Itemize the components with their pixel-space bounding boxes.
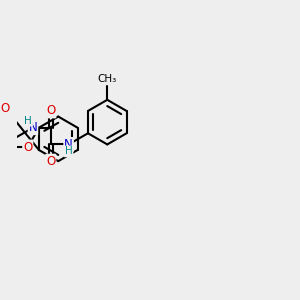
Text: H: H: [65, 146, 73, 156]
Text: O: O: [1, 102, 10, 115]
Text: O: O: [46, 155, 56, 168]
Text: O: O: [23, 140, 32, 154]
Text: CH₃: CH₃: [98, 74, 117, 84]
Text: N: N: [28, 121, 37, 134]
Text: O: O: [46, 104, 56, 118]
Text: H: H: [24, 116, 32, 126]
Text: N: N: [64, 138, 73, 151]
